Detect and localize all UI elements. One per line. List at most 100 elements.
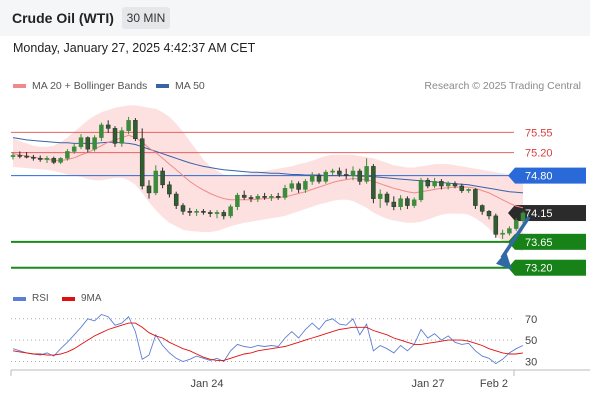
candle-body xyxy=(146,185,152,194)
candle-body xyxy=(173,193,179,206)
candle-body xyxy=(384,193,390,203)
support-label: 73.65 xyxy=(525,237,553,249)
candle-body xyxy=(398,198,403,207)
pivot-tag xyxy=(515,167,586,184)
last-price-label: 74.15 xyxy=(525,208,553,220)
x-tick-label: Jan 27 xyxy=(411,378,444,390)
legend-label: RSI xyxy=(32,293,49,304)
candle-body xyxy=(513,220,519,229)
candle-body xyxy=(425,179,431,187)
candle-body xyxy=(371,166,376,199)
candle-body xyxy=(153,170,159,194)
candle-body xyxy=(459,185,465,191)
candle-body xyxy=(71,146,77,152)
pivot-tag-pointer xyxy=(508,167,515,184)
candle-body xyxy=(316,175,322,182)
legend-item-9ma: 9MA xyxy=(62,293,102,304)
candle-body xyxy=(411,199,417,206)
candle-body xyxy=(309,175,315,182)
candle-body xyxy=(241,194,247,198)
candle-body xyxy=(479,205,485,212)
forecast-arrow-shaft xyxy=(500,216,531,259)
candle-body xyxy=(493,215,499,235)
candle-body xyxy=(235,194,240,207)
support-label: 73.20 xyxy=(525,263,553,275)
candle-body xyxy=(330,170,335,173)
last-price-tag xyxy=(515,205,586,222)
candle-body xyxy=(194,211,199,213)
candle-body xyxy=(78,137,84,148)
candle-body xyxy=(105,124,111,129)
candle-body xyxy=(275,196,281,198)
candle-body xyxy=(221,212,227,217)
candle-body xyxy=(445,183,451,187)
candle-body xyxy=(167,184,172,195)
candle-body xyxy=(255,196,261,199)
candle-body xyxy=(126,120,131,131)
candle-body xyxy=(24,155,29,158)
ma50-line xyxy=(12,137,524,194)
candle-body xyxy=(112,128,118,144)
candle-body xyxy=(201,211,206,213)
rsi-swatch xyxy=(13,296,26,301)
candle-body xyxy=(520,212,526,221)
legend-item-ma20: MA 20 + Bollinger Bands xyxy=(13,80,147,92)
candle-body xyxy=(269,196,274,198)
resistance-label: 75.55 xyxy=(525,127,553,139)
candle-body xyxy=(37,158,43,160)
candle-body xyxy=(10,155,16,157)
candle-body xyxy=(350,170,356,176)
candle-body xyxy=(160,170,165,186)
candle-body xyxy=(133,120,138,140)
candle-body xyxy=(17,155,23,157)
support-tag xyxy=(515,233,586,250)
legend-item-ma50: MA 50 xyxy=(156,80,205,92)
candle-body xyxy=(296,183,301,190)
candle-body xyxy=(432,181,437,187)
candle-body xyxy=(228,206,233,217)
candle-body xyxy=(248,197,254,199)
rsi-tick-label: 30 xyxy=(525,356,537,368)
candle-body xyxy=(31,156,36,159)
resistance-label: 75.20 xyxy=(525,148,553,160)
candle-body xyxy=(262,196,267,198)
datetime-label: Monday, January 27, 2025 4:42:37 AM CET xyxy=(13,41,256,55)
candle-body xyxy=(282,188,288,198)
candle-body xyxy=(405,198,410,206)
candle-body xyxy=(337,170,342,175)
timeframe-button[interactable]: 30 MIN xyxy=(122,7,170,29)
pivot-label: 74.80 xyxy=(525,171,553,183)
candle-body xyxy=(44,158,50,160)
ma50-swatch xyxy=(156,84,169,88)
candle-body xyxy=(439,181,444,187)
candle-body xyxy=(418,179,424,201)
candle-body xyxy=(51,158,57,163)
rsi-line xyxy=(12,313,524,365)
candle-body xyxy=(119,130,125,144)
candle-body xyxy=(139,138,145,187)
x-tick-label: Jan 24 xyxy=(190,378,223,390)
candle-body xyxy=(58,158,63,163)
forecast-arrowhead xyxy=(496,251,512,270)
9ma-swatch xyxy=(62,296,75,301)
candle-body xyxy=(357,170,363,182)
candle-body xyxy=(486,211,492,217)
candle-body xyxy=(99,124,104,138)
candle-body xyxy=(500,232,505,235)
candle-body xyxy=(507,228,512,234)
rsi-tick-label: 70 xyxy=(525,314,537,326)
legend-label: MA 20 + Bollinger Bands xyxy=(32,80,148,92)
support-tag-pointer xyxy=(508,259,515,276)
candle-body xyxy=(85,137,91,150)
candle-body xyxy=(377,193,383,199)
candle-body xyxy=(473,189,478,206)
rsi-tick-label: 50 xyxy=(525,335,537,347)
header-bar: Crude Oil (WTI) 30 MIN xyxy=(0,0,590,36)
last-price-tag-pointer xyxy=(508,205,515,222)
bollinger-band-area xyxy=(13,105,523,252)
legend-label: MA 50 xyxy=(175,80,205,92)
candle-body xyxy=(364,166,369,182)
candle-body xyxy=(391,201,397,207)
candle-body xyxy=(214,212,220,214)
